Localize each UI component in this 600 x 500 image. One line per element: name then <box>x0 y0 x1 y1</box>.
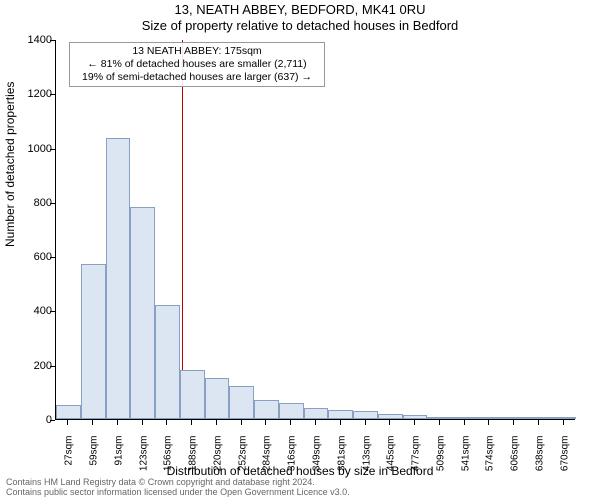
x-tick-mark <box>414 420 415 425</box>
x-tick-label: 188sqm <box>188 436 199 486</box>
y-tick-label: 0 <box>12 414 52 426</box>
histogram-bar <box>106 138 131 419</box>
x-tick-label: 156sqm <box>163 436 174 486</box>
y-tick-label: 400 <box>12 305 52 317</box>
y-tick-label: 1400 <box>12 34 52 46</box>
histogram-bar <box>378 414 403 419</box>
histogram-bar <box>353 411 378 419</box>
x-tick-mark <box>166 420 167 425</box>
histogram-bar <box>56 405 81 419</box>
x-tick-mark <box>216 420 217 425</box>
histogram-bar <box>155 305 180 419</box>
histogram-bar <box>130 207 155 419</box>
histogram-bar <box>180 370 205 419</box>
annotation-line: 19% of semi-detached houses are larger (… <box>74 71 320 84</box>
y-tick-mark <box>50 149 55 150</box>
histogram-bar <box>502 417 527 419</box>
x-tick-label: 574sqm <box>485 436 496 486</box>
y-tick-label: 1200 <box>12 88 52 100</box>
x-tick-label: 670sqm <box>559 436 570 486</box>
annotation-line: ← 81% of detached houses are smaller (2,… <box>74 58 320 71</box>
x-tick-mark <box>67 420 68 425</box>
x-tick-mark <box>538 420 539 425</box>
histogram-bar <box>229 386 254 419</box>
x-tick-label: 638sqm <box>534 436 545 486</box>
histogram-bar <box>205 378 230 419</box>
footer-line2: Contains public sector information licen… <box>6 488 350 498</box>
histogram-bar <box>551 417 576 419</box>
histogram-bar <box>403 415 428 419</box>
y-tick-mark <box>50 203 55 204</box>
histogram-bar <box>526 417 551 419</box>
y-tick-label: 1000 <box>12 143 52 155</box>
x-tick-mark <box>117 420 118 425</box>
histogram-bar <box>81 264 106 419</box>
reference-line <box>182 40 183 419</box>
x-tick-label: 252sqm <box>237 436 248 486</box>
y-tick-label: 800 <box>12 197 52 209</box>
x-tick-mark <box>513 420 514 425</box>
x-tick-label: 477sqm <box>411 436 422 486</box>
histogram-bar <box>452 417 477 419</box>
x-tick-mark <box>439 420 440 425</box>
y-axis-label: Number of detached properties <box>3 227 17 247</box>
x-tick-mark <box>92 420 93 425</box>
footer-attribution: Contains HM Land Registry data © Crown c… <box>6 478 350 498</box>
y-tick-label: 600 <box>12 251 52 263</box>
y-tick-mark <box>50 94 55 95</box>
histogram-bar <box>254 400 279 419</box>
x-tick-label: 445sqm <box>386 436 397 486</box>
x-tick-label: 541sqm <box>460 436 471 486</box>
x-tick-label: 123sqm <box>138 436 149 486</box>
x-tick-label: 59sqm <box>89 436 100 486</box>
x-tick-label: 284sqm <box>262 436 273 486</box>
x-tick-mark <box>563 420 564 425</box>
x-tick-label: 509sqm <box>435 436 446 486</box>
x-tick-label: 91sqm <box>113 436 124 486</box>
y-tick-mark <box>50 366 55 367</box>
y-tick-mark <box>50 40 55 41</box>
x-tick-label: 381sqm <box>336 436 347 486</box>
page-title-line2: Size of property relative to detached ho… <box>0 18 600 33</box>
chart-plot-area: 13 NEATH ABBEY: 175sqm← 81% of detached … <box>55 40 575 420</box>
x-tick-mark <box>315 420 316 425</box>
x-tick-label: 413sqm <box>361 436 372 486</box>
y-tick-mark <box>50 257 55 258</box>
x-tick-label: 220sqm <box>212 436 223 486</box>
page-title-line1: 13, NEATH ABBEY, BEDFORD, MK41 0RU <box>0 2 600 17</box>
x-tick-mark <box>290 420 291 425</box>
histogram-bar <box>279 403 304 419</box>
x-tick-mark <box>488 420 489 425</box>
y-tick-mark <box>50 420 55 421</box>
histogram-bar <box>477 417 502 419</box>
x-tick-label: 27sqm <box>64 436 75 486</box>
x-tick-mark <box>191 420 192 425</box>
y-tick-mark <box>50 311 55 312</box>
histogram-bar <box>328 410 353 420</box>
x-tick-mark <box>241 420 242 425</box>
annotation-line: 13 NEATH ABBEY: 175sqm <box>74 45 320 58</box>
histogram-bar <box>427 417 452 419</box>
x-tick-mark <box>464 420 465 425</box>
x-tick-label: 606sqm <box>510 436 521 486</box>
x-tick-label: 349sqm <box>312 436 323 486</box>
x-tick-mark <box>340 420 341 425</box>
x-tick-mark <box>142 420 143 425</box>
x-tick-mark <box>389 420 390 425</box>
y-tick-label: 200 <box>12 360 52 372</box>
histogram-bar <box>304 408 329 419</box>
x-tick-label: 316sqm <box>287 436 298 486</box>
x-tick-mark <box>265 420 266 425</box>
annotation-box: 13 NEATH ABBEY: 175sqm← 81% of detached … <box>69 42 325 87</box>
x-tick-mark <box>365 420 366 425</box>
